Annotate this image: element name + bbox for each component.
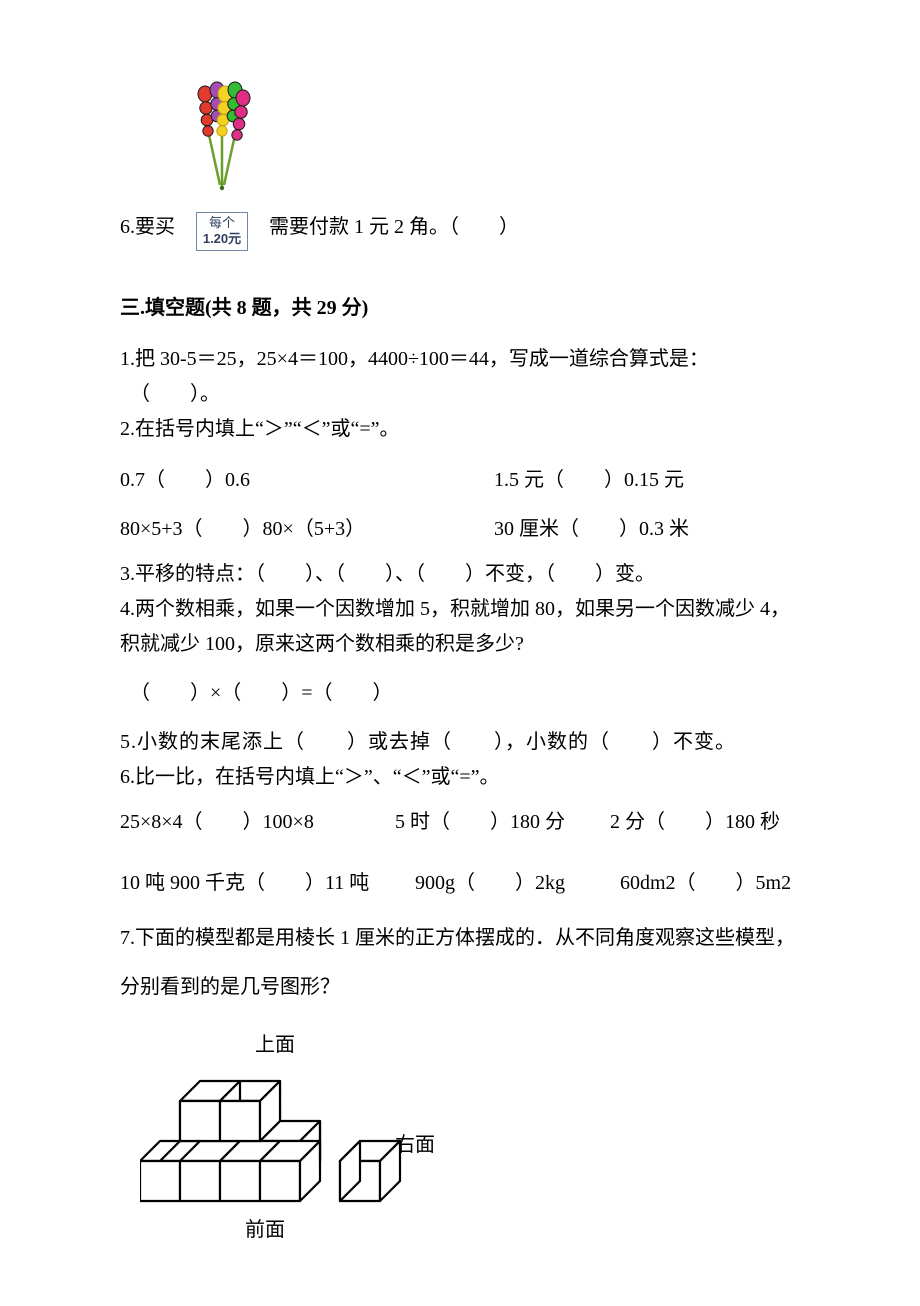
s3-q1-line1: 1.把 30-5＝25，25×4＝100，4400÷100＝44，写成一道综合算… bbox=[120, 344, 800, 375]
s3-q2-intro: 2.在括号内填上“＞”“＜”或“=”。 bbox=[120, 414, 800, 445]
section3-title: 三.填空题(共 8 题，共 29 分) bbox=[120, 291, 800, 320]
s3-q2-row2: 80×5+3（ ）80×（5+3） 30 厘米（ ）0.3 米 bbox=[120, 512, 800, 541]
candy-figure: 每个 1.20元 bbox=[187, 80, 257, 251]
price-label-value: 1.20元 bbox=[203, 231, 241, 247]
page: 6.要买 bbox=[0, 0, 920, 1306]
s3-q6-r1-a: 25×8×4（ ）100×8 bbox=[120, 805, 390, 834]
candy-price-box: 每个 1.20元 bbox=[196, 212, 248, 251]
s3-q6-r2-c: 60dm2（ ）5m2 bbox=[620, 866, 791, 895]
s3-q3: 3.平移的特点：（ ）、（ ）、（ ）不变，（ ）变。 bbox=[120, 559, 800, 590]
s3-q6-r1-c: 2 分（ ）180 秒 bbox=[610, 805, 780, 834]
q6-prefix-text: 6.要买 bbox=[120, 210, 181, 251]
s3-q6-r2-a: 10 吨 900 千克（ ）11 吨 bbox=[120, 866, 410, 895]
s3-q2-r2-left: 80×5+3（ ）80×（5+3） bbox=[120, 512, 494, 541]
cube-figure: 上面 右面 前面 bbox=[140, 1031, 800, 1246]
cube-label-top: 上面 bbox=[255, 1033, 295, 1056]
candy-icon bbox=[187, 80, 257, 210]
s3-q6-intro: 6.比一比，在括号内填上“＞”、“＜”或“=”。 bbox=[120, 762, 800, 793]
s3-q2-r2-right: 30 厘米（ ）0.3 米 bbox=[494, 512, 800, 541]
q6-suffix-text: 需要付款 1 元 2 角。（ ） bbox=[263, 210, 519, 251]
s3-q6-r1-b: 5 时（ ）180 分 bbox=[395, 805, 605, 834]
s3-q5: 5.小数的末尾添上（ ）或去掉（ ），小数的（ ）不变。 bbox=[120, 727, 800, 758]
s3-q6-row2: 10 吨 900 千克（ ）11 吨 900g（ ）2kg 60dm2（ ）5m… bbox=[120, 866, 800, 895]
s3-q2-r1-left: 0.7（ ）0.6 bbox=[120, 463, 494, 492]
s3-q7-line2: 分别看到的是几号图形？ bbox=[120, 972, 800, 1003]
s3-q4-line2: 积就减少 100，原来这两个数相乘的积是多少? bbox=[120, 629, 800, 660]
judge-q6-row: 6.要买 bbox=[120, 80, 800, 251]
s3-q6-r2-b: 900g（ ）2kg bbox=[415, 866, 615, 895]
cube-label-front: 前面 bbox=[245, 1218, 285, 1241]
s3-q1-line2: （ ）。 bbox=[120, 379, 800, 410]
s3-q4-line1: 4.两个数相乘，如果一个因数增加 5，积就增加 80，如果另一个因数减少 4， bbox=[120, 594, 800, 625]
s3-q6-row1: 25×8×4（ ）100×8 5 时（ ）180 分 2 分（ ）180 秒 bbox=[120, 805, 800, 834]
s3-q2-r1-right: 1.5 元（ ）0.15 元 bbox=[494, 463, 800, 492]
s3-q2-row1: 0.7（ ）0.6 1.5 元（ ）0.15 元 bbox=[120, 463, 800, 492]
cube-icon: 上面 右面 前面 bbox=[140, 1031, 440, 1241]
s3-q7-line1: 7.下面的模型都是用棱长 1 厘米的正方体摆成的．从不同角度观察这些模型， bbox=[120, 923, 800, 954]
s3-q4-expr: （ ）×（ ）=（ ） bbox=[120, 678, 800, 709]
price-label-top: 每个 bbox=[203, 215, 241, 231]
